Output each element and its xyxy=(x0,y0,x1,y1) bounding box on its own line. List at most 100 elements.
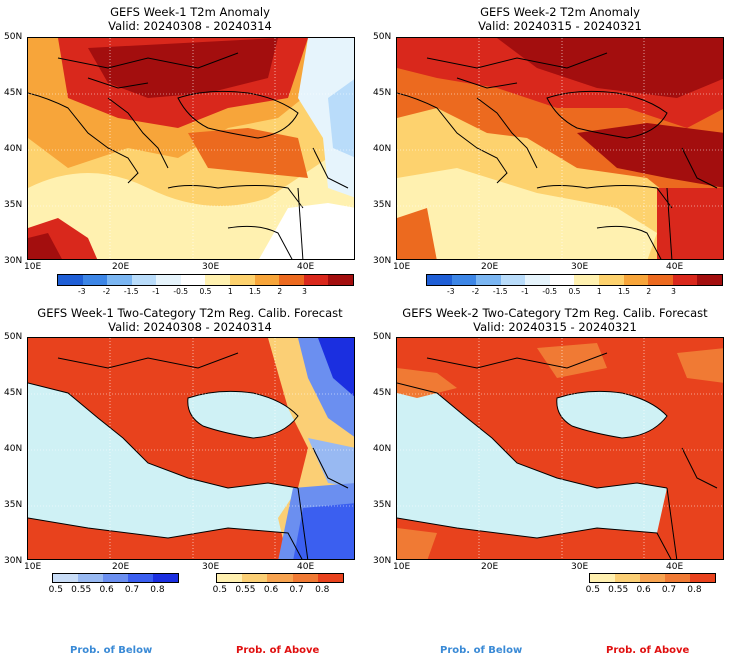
anomaly-colorbar-week2 xyxy=(426,274,723,286)
colorbar-swatch xyxy=(549,275,575,285)
colorbar-swatch xyxy=(156,275,181,285)
colorbar-swatch xyxy=(476,275,501,285)
prob-below-label-right: Prob. of Below xyxy=(440,645,523,656)
colorbar-swatch xyxy=(640,574,665,582)
colorbar-swatch xyxy=(180,275,206,285)
map-week1-anomaly-field xyxy=(28,38,354,259)
lon-label: 40E xyxy=(297,562,315,572)
colorbar-label: 0.5 xyxy=(48,585,63,595)
colorbar-label: 0.8 xyxy=(315,585,330,595)
colorbar-swatch xyxy=(53,574,78,582)
map-week2-twocat xyxy=(396,337,724,560)
colorbar-swatch xyxy=(153,574,178,582)
lat-label: 50N xyxy=(4,32,23,42)
lat-label: 30N xyxy=(373,556,392,566)
colorbar-label: 0.5 xyxy=(568,287,581,296)
lon-label: 40E xyxy=(666,262,684,272)
colorbar-swatch xyxy=(242,574,268,582)
lat-label: 50N xyxy=(373,332,392,342)
panel-3-title: GEFS Week-1 Two-Category T2m Reg. Calib.… xyxy=(5,306,375,334)
colorbar-swatch xyxy=(590,574,615,582)
panel-1-valid: Valid: 20240308 - 20240314 xyxy=(108,19,272,33)
lon-label: 20E xyxy=(481,562,499,572)
colorbar-swatch xyxy=(82,275,108,285)
panel-4-title: GEFS Week-2 Two-Category T2m Reg. Calib.… xyxy=(370,306,740,334)
colorbar-label: 0.55 xyxy=(608,585,629,595)
panel-2-valid: Valid: 20240315 - 20240321 xyxy=(478,19,642,33)
colorbar-swatch xyxy=(230,275,255,285)
panel-4-valid: Valid: 20240315 - 20240321 xyxy=(473,320,637,334)
colorbar-label: -1 xyxy=(521,287,529,296)
lat-label: 45N xyxy=(373,388,392,398)
colorbar-swatch xyxy=(267,574,293,582)
lat-label: 35N xyxy=(373,200,392,210)
colorbar-swatch xyxy=(279,275,304,285)
colorbar-label: 0.5 xyxy=(199,287,212,296)
colorbar-label: -2 xyxy=(471,287,480,296)
colorbar-swatch xyxy=(623,275,649,285)
panel-2-title: GEFS Week-2 T2m Anomaly Valid: 20240315 … xyxy=(395,5,725,33)
panel-3-title-text: GEFS Week-1 Two-Category T2m Reg. Calib.… xyxy=(37,306,343,320)
lat-label: 35N xyxy=(4,200,23,210)
lat-label: 30N xyxy=(373,256,392,266)
colorbar-label: -2 xyxy=(102,287,111,296)
lon-label: 10E xyxy=(393,562,411,572)
lon-label: 30E xyxy=(571,562,589,572)
colorbar-label: 0.55 xyxy=(71,585,92,595)
colorbar-label: 1.5 xyxy=(618,287,630,296)
colorbar-label: 0.8 xyxy=(150,585,165,595)
prob-below-colorbar-week1 xyxy=(52,573,179,583)
lat-label: 45N xyxy=(4,88,23,98)
colorbar-label: 0.6 xyxy=(99,585,114,595)
map-week1-twocat-field xyxy=(28,338,354,559)
lon-label: 10E xyxy=(24,562,42,572)
colorbar-swatch xyxy=(254,275,280,285)
map-week2-twocat-field xyxy=(397,338,723,559)
colorbar-swatch xyxy=(615,574,640,582)
panel-3-valid: Valid: 20240308 - 20240314 xyxy=(108,320,272,334)
colorbar-swatch xyxy=(672,275,698,285)
colorbar-swatch xyxy=(697,275,722,285)
colorbar-label: 0.8 xyxy=(687,585,702,595)
colorbar-label: 2 xyxy=(646,287,652,296)
lon-label: 20E xyxy=(481,262,499,272)
panel-4-title-text: GEFS Week-2 Two-Category T2m Reg. Calib.… xyxy=(402,306,708,320)
lon-label: 10E xyxy=(24,262,42,272)
colorbar-label: 1 xyxy=(596,287,602,296)
lat-label: 50N xyxy=(4,332,23,342)
panel-1-title: GEFS Week-1 T2m Anomaly Valid: 20240308 … xyxy=(25,5,355,33)
lat-label: 40N xyxy=(4,144,23,154)
map-week2-anomaly-field xyxy=(397,38,723,259)
prob-above-colorbar-week2 xyxy=(589,573,716,583)
colorbar-label: 0.6 xyxy=(636,585,651,595)
colorbar-swatch xyxy=(328,275,353,285)
colorbar-label: -1 xyxy=(152,287,160,296)
colorbar-swatch xyxy=(317,574,344,582)
colorbar-label: 2 xyxy=(277,287,283,296)
map-week1-twocat xyxy=(27,337,355,560)
lat-label: 50N xyxy=(373,32,392,42)
colorbar-swatch xyxy=(128,574,153,582)
colorbar-label: -0.5 xyxy=(542,287,558,296)
lat-label: 35N xyxy=(4,500,23,510)
colorbar-label: 1 xyxy=(227,287,233,296)
lat-label: 40N xyxy=(373,444,392,454)
anomaly-colorbar-week1 xyxy=(57,274,354,286)
colorbar-label: 0.5 xyxy=(585,585,600,595)
colorbar-label: 0.7 xyxy=(289,585,304,595)
colorbar-swatch xyxy=(107,275,132,285)
prob-above-colorbar-week1 xyxy=(216,573,344,583)
colorbar-label: -1.5 xyxy=(492,287,508,296)
lon-label: 40E xyxy=(666,562,684,572)
lon-label: 30E xyxy=(202,262,220,272)
colorbar-swatch xyxy=(690,574,715,582)
lon-label: 40E xyxy=(297,262,315,272)
colorbar-label: 0.6 xyxy=(263,585,279,595)
colorbar-swatch xyxy=(451,275,477,285)
lon-label: 30E xyxy=(571,262,589,272)
lon-label: 10E xyxy=(393,262,411,272)
panel-2-title-text: GEFS Week-2 T2m Anomaly xyxy=(480,5,640,19)
colorbar-swatch xyxy=(205,275,231,285)
colorbar-label: 0.55 xyxy=(235,585,256,595)
colorbar-label: 0.5 xyxy=(212,585,227,595)
